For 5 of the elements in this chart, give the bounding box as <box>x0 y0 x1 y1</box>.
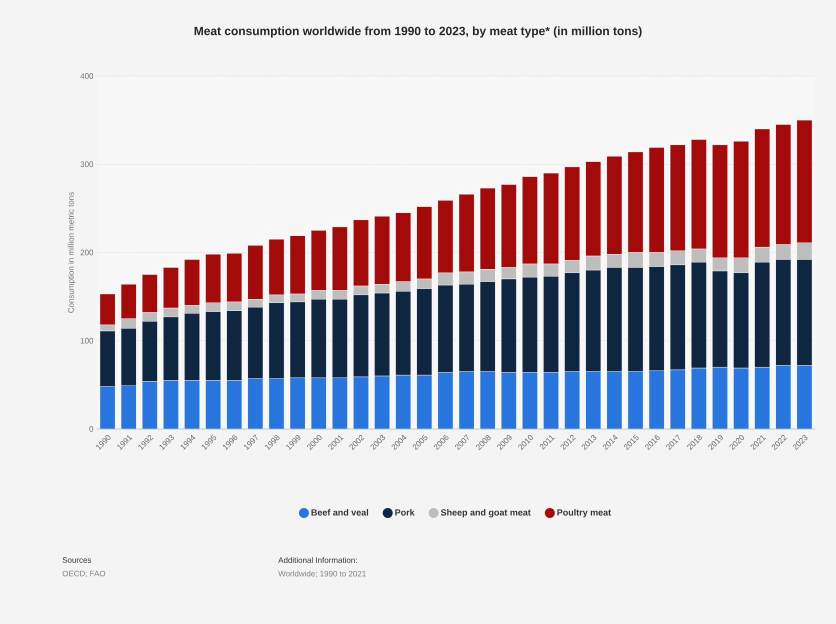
chart-title: Meat consumption worldwide from 1990 to 2023, by meat type* (in million tons) <box>194 26 642 38</box>
legend-label: Pork <box>395 509 415 516</box>
legend-label: Beef and veal <box>312 509 368 516</box>
legend-label: Sheep and goat meat <box>440 509 531 518</box>
legend-label: Poultry meat <box>557 509 611 518</box>
